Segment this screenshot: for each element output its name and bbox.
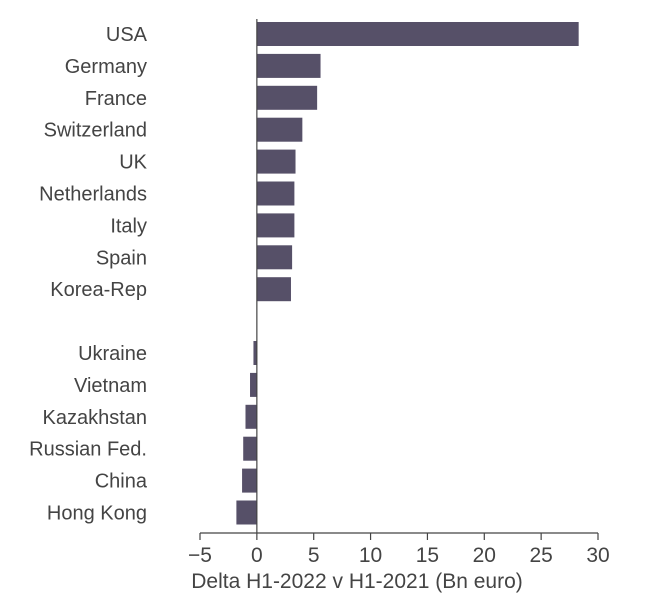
category-label-kazakhstan: Kazakhstan: [42, 407, 147, 429]
category-label-vietnam: Vietnam: [74, 375, 147, 397]
x-tick-label: 20: [473, 544, 496, 567]
bar-usa: [256, 22, 579, 46]
bar-germany: [256, 53, 321, 78]
category-label-hong-kong: Hong Kong: [47, 503, 147, 525]
x-tick-label: 25: [529, 544, 552, 567]
category-label-spain: Spain: [96, 247, 147, 269]
category-label-usa: USA: [106, 24, 148, 46]
bar-hong-kong: [236, 500, 257, 525]
x-tick-label: 30: [586, 544, 609, 567]
bar-russian-fed: [243, 436, 257, 461]
category-label-germany: Germany: [65, 56, 147, 78]
bar-china: [242, 468, 257, 493]
bar-spain: [256, 245, 293, 270]
bars-layer: [236, 22, 579, 525]
axes: −5 0 5 10 15 20 25 30: [188, 19, 610, 567]
bar-switzerland: [256, 117, 303, 142]
category-label-ukraine: Ukraine: [78, 343, 147, 365]
bar-france: [256, 85, 318, 110]
category-labels: USA Germany France Switzerland UK Netherlands…: [29, 24, 148, 525]
bar-kazakhstan: [245, 404, 257, 429]
category-label-korea-rep: Korea-Rep: [50, 279, 147, 301]
bar-italy: [256, 213, 295, 238]
x-axis-title: Delta H1-2022 v H1-2021 (Bn euro): [191, 570, 523, 593]
bar-uk: [256, 149, 296, 174]
bar-vietnam: [250, 372, 257, 397]
x-tick-label: 15: [416, 544, 439, 567]
category-label-france: France: [85, 88, 147, 110]
category-label-netherlands: Netherlands: [39, 184, 147, 206]
category-label-uk: UK: [119, 152, 147, 174]
x-tick-label: 0: [251, 544, 263, 567]
category-label-switzerland: Switzerland: [44, 120, 147, 142]
bar-korea-rep: [256, 277, 291, 302]
bar-netherlands: [256, 181, 295, 206]
category-label-italy: Italy: [110, 215, 147, 237]
x-tick-label: 10: [359, 544, 382, 567]
category-label-china: China: [95, 471, 148, 493]
x-tick-label: 5: [308, 544, 320, 567]
x-tick-label: −5: [188, 544, 212, 567]
category-label-russian-fed: Russian Fed.: [29, 439, 147, 461]
bar-ukraine: [253, 341, 257, 365]
